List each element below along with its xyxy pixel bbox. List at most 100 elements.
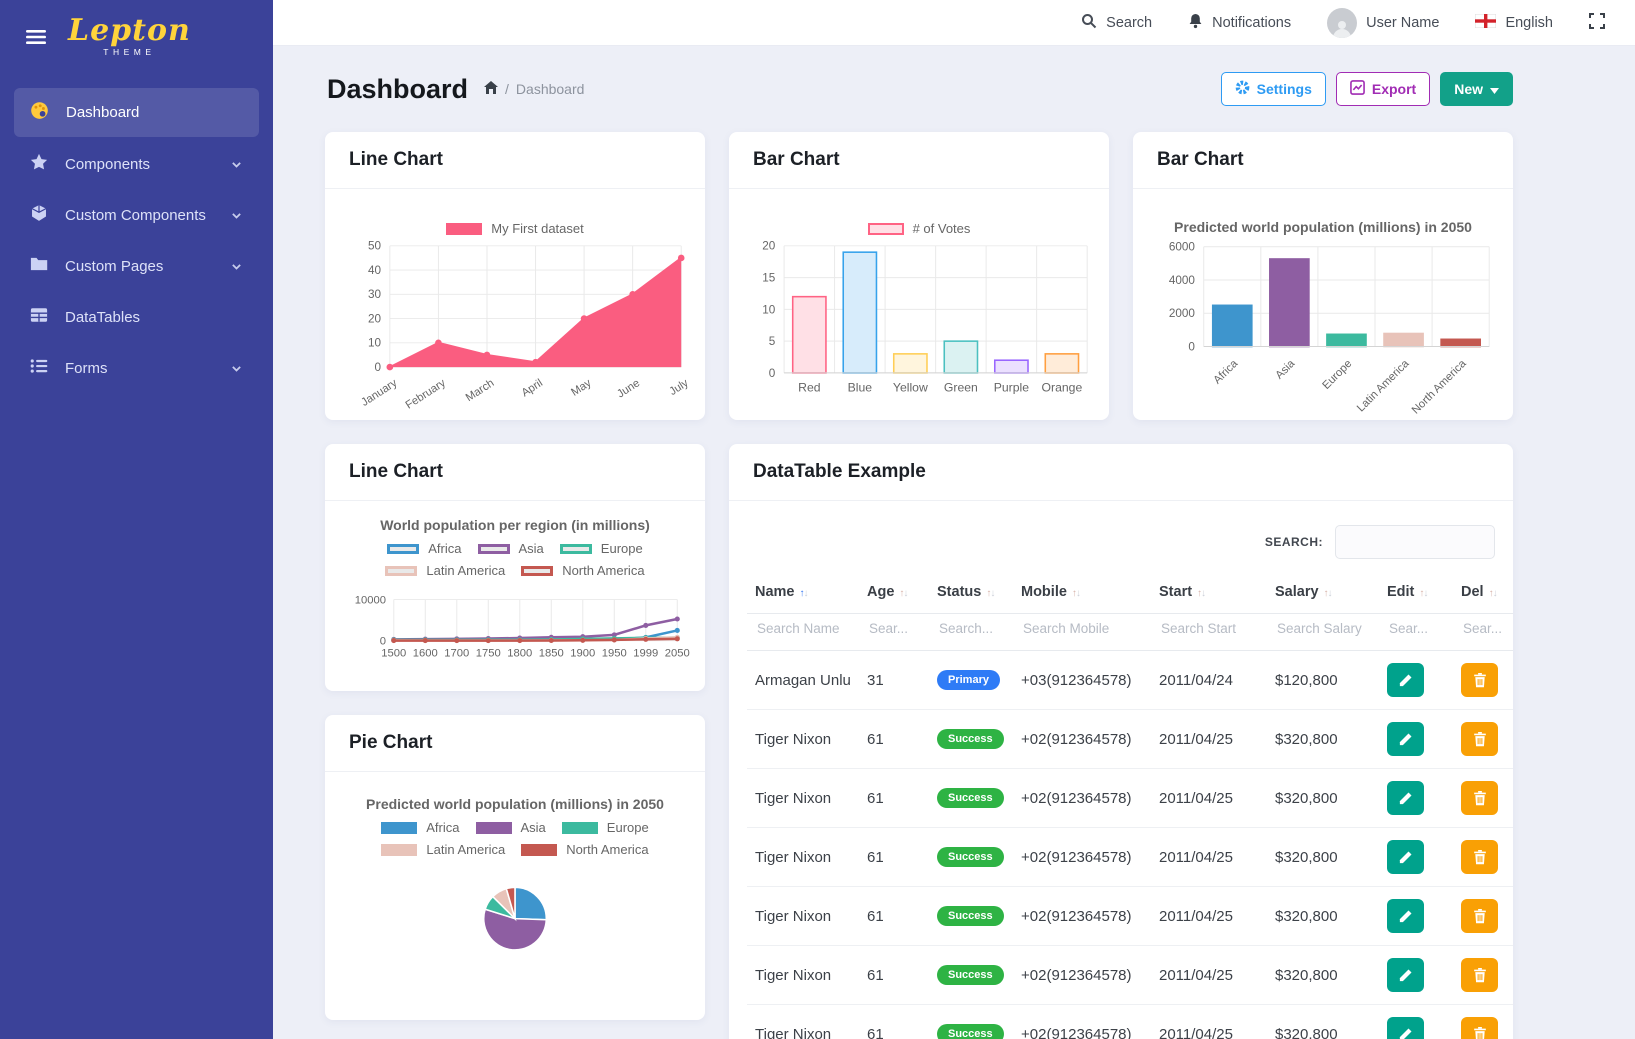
column-header-salary[interactable]: Salary ↑↓ xyxy=(1267,571,1379,614)
svg-text:10000: 10000 xyxy=(355,594,386,606)
sidebar-item-dashboard[interactable]: Dashboard xyxy=(14,88,259,137)
delete-button[interactable] xyxy=(1461,781,1498,815)
cell-age: 61 xyxy=(859,945,929,1005)
edit-button[interactable] xyxy=(1387,1017,1424,1039)
filter-input-name[interactable] xyxy=(755,620,851,637)
edit-button[interactable] xyxy=(1387,663,1424,697)
filter-input-start[interactable] xyxy=(1159,620,1259,637)
settings-button[interactable]: Settings xyxy=(1220,72,1326,106)
filter-input-mobile[interactable] xyxy=(1021,620,1143,637)
column-header-name[interactable]: Name ↑↓ xyxy=(747,571,859,614)
delete-button[interactable] xyxy=(1461,899,1498,933)
legend-swatch xyxy=(381,821,418,834)
line-chart-2: World population per region (in millions… xyxy=(325,501,705,679)
cell-name: Tiger Nixon xyxy=(747,945,859,1005)
column-header-start[interactable]: Start ↑↓ xyxy=(1151,571,1267,614)
cell-salary: $320,800 xyxy=(1267,1004,1379,1039)
gear-icon xyxy=(1235,80,1250,98)
sidebar-item-label: Components xyxy=(65,155,151,173)
column-label: Del xyxy=(1461,584,1484,600)
legend-item: Europe xyxy=(559,541,643,556)
filter-cell xyxy=(747,613,859,651)
main-area: Search Notifications User Name English D… xyxy=(273,0,1635,1039)
filter-input-age[interactable] xyxy=(867,620,921,637)
delete-button[interactable] xyxy=(1461,958,1498,992)
new-label: New xyxy=(1454,81,1483,97)
status-badge: Success xyxy=(937,965,1004,985)
column-header-mobile[interactable]: Mobile ↑↓ xyxy=(1013,571,1151,614)
datatable-toolbar: SEARCH: xyxy=(729,501,1513,567)
cell-status: Success xyxy=(929,886,1013,946)
edit-button[interactable] xyxy=(1387,722,1424,756)
card-bar-chart-2: Bar Chart Predicted world population (mi… xyxy=(1133,132,1513,420)
user-menu[interactable]: User Name xyxy=(1327,7,1439,38)
table-row: Tiger Nixon 61 Success +02(912364578) 2011/0… xyxy=(747,768,1513,828)
filter-input-status[interactable] xyxy=(937,620,1005,637)
column-header-edit[interactable]: Edit ↑↓ xyxy=(1379,571,1453,614)
filter-input-del[interactable] xyxy=(1461,620,1507,637)
svg-text:6000: 6000 xyxy=(1169,241,1196,254)
table-search-label: SEARCH: xyxy=(1264,535,1323,549)
menu-toggle-icon[interactable] xyxy=(26,29,46,45)
sidebar-item-components[interactable]: Components xyxy=(14,140,259,188)
legend-label: North America xyxy=(562,563,645,578)
breadcrumb-separator: / xyxy=(505,81,509,97)
sidebar-item-custom-pages[interactable]: Custom Pages xyxy=(14,242,259,290)
export-button[interactable]: Export xyxy=(1335,72,1431,106)
column-header-del[interactable]: Del ↑↓ xyxy=(1453,571,1513,614)
language-selector[interactable]: English xyxy=(1474,13,1553,32)
cell-salary: $320,800 xyxy=(1267,945,1379,1005)
charts-row-1: Line Chart My First dataset 0 10 20 30 40 50 Ja… xyxy=(325,132,1513,420)
table-search-input[interactable] xyxy=(1335,525,1495,559)
chart-legend: Africa Asia Europe Latin America North Ameri… xyxy=(350,541,680,578)
sidebar-item-datatables[interactable]: DataTables xyxy=(14,293,259,341)
edit-button[interactable] xyxy=(1387,840,1424,874)
sort-arrows-icon[interactable]: ↑↓ xyxy=(1323,588,1333,599)
home-icon[interactable] xyxy=(484,81,499,97)
sidebar-item-forms[interactable]: Forms xyxy=(14,344,259,392)
sort-arrows-icon[interactable]: ↑↓ xyxy=(1488,588,1498,599)
legend-swatch xyxy=(521,565,554,576)
svg-text:January: January xyxy=(359,377,399,409)
edit-button[interactable] xyxy=(1387,781,1424,815)
page-title: Dashboard xyxy=(327,73,469,104)
sort-arrows-icon[interactable]: ↑↓ xyxy=(986,588,995,599)
delete-button[interactable] xyxy=(1461,840,1498,874)
svg-text:1950: 1950 xyxy=(602,647,627,659)
sort-arrows-icon[interactable]: ↑↓ xyxy=(1071,588,1081,599)
notifications-button[interactable]: Notifications xyxy=(1188,13,1291,33)
search-button[interactable]: Search xyxy=(1081,13,1152,33)
filter-input-edit[interactable] xyxy=(1387,620,1445,637)
edit-button[interactable] xyxy=(1387,899,1424,933)
fullscreen-button[interactable] xyxy=(1589,12,1605,33)
svg-text:4000: 4000 xyxy=(1169,274,1196,287)
bar-chart-1: # of Votes 0 5 10 15 20 Red Blue Yellow Green Purp… xyxy=(729,189,1109,420)
cell-mobile: +02(912364578) xyxy=(1013,827,1151,887)
search-label: Search xyxy=(1106,14,1153,31)
new-button[interactable]: New xyxy=(1440,72,1513,106)
sort-arrows-icon[interactable]: ↑↓ xyxy=(1197,588,1206,599)
column-label: Salary xyxy=(1275,584,1319,600)
delete-button[interactable] xyxy=(1461,1017,1498,1039)
legend-label: # of Votes xyxy=(912,221,971,236)
delete-button[interactable] xyxy=(1461,722,1498,756)
sort-arrows-icon[interactable]: ↑↓ xyxy=(799,588,809,599)
cell-mobile: +02(912364578) xyxy=(1013,1004,1151,1039)
svg-text:1850: 1850 xyxy=(539,647,564,659)
sort-arrows-icon[interactable]: ↑↓ xyxy=(1419,588,1428,599)
legend-swatch xyxy=(381,843,418,856)
delete-button[interactable] xyxy=(1461,663,1498,697)
column-header-age[interactable]: Age ↑↓ xyxy=(859,571,929,614)
sidebar-item-custom-components[interactable]: Custom Components xyxy=(14,191,259,239)
svg-text:North America: North America xyxy=(1410,357,1469,416)
page-actions: Settings Export New xyxy=(1220,72,1513,106)
sort-arrows-icon[interactable]: ↑↓ xyxy=(899,588,908,599)
svg-text:15: 15 xyxy=(762,272,776,285)
filter-input-salary[interactable] xyxy=(1275,620,1371,637)
legend-swatch xyxy=(477,543,510,554)
chevron-down-icon xyxy=(230,260,243,273)
svg-text:0: 0 xyxy=(380,636,386,648)
legend-item: My First dataset xyxy=(446,221,584,236)
column-header-status[interactable]: Status ↑↓ xyxy=(929,571,1013,614)
edit-button[interactable] xyxy=(1387,958,1424,992)
